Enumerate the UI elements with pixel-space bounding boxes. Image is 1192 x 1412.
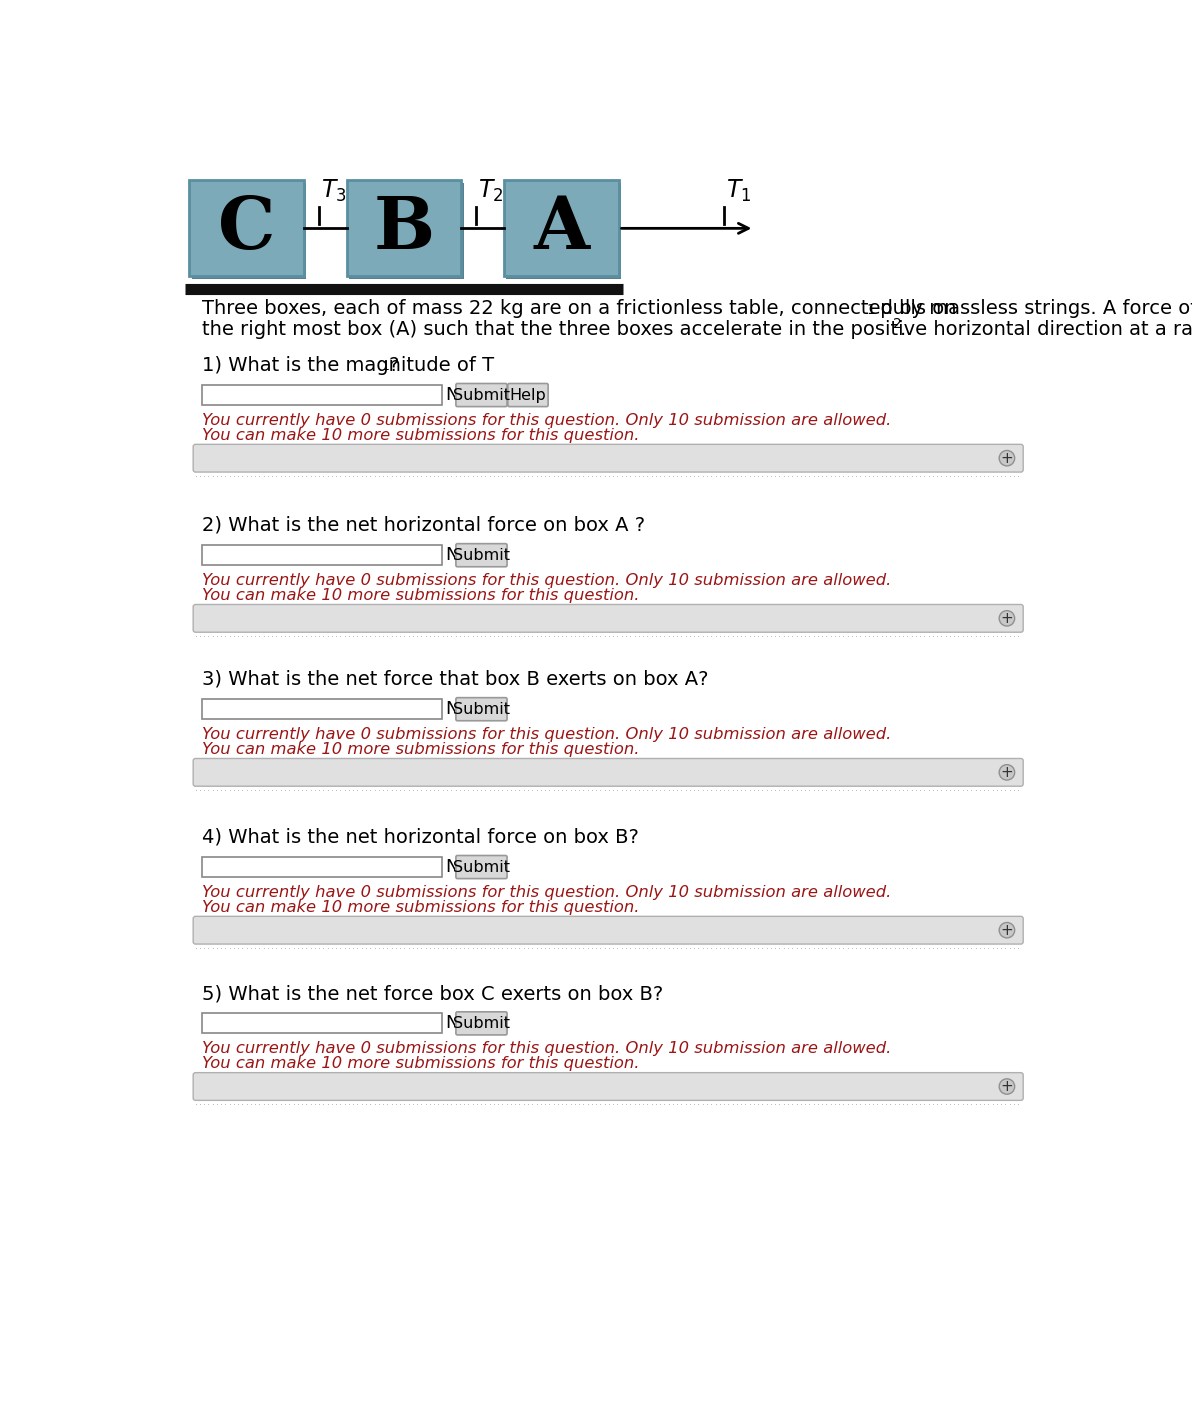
FancyBboxPatch shape (201, 545, 442, 565)
Text: Three boxes, each of mass 22 kg are on a frictionless table, connected by massle: Three boxes, each of mass 22 kg are on a… (201, 299, 1192, 318)
Text: You can make 10 more submissions for this question.: You can make 10 more submissions for thi… (201, 901, 639, 915)
Text: $T_2$: $T_2$ (478, 178, 503, 203)
Text: 2) What is the net horizontal force on box A ?: 2) What is the net horizontal force on b… (201, 515, 645, 535)
Text: B: B (373, 193, 435, 264)
Circle shape (999, 610, 1014, 626)
Text: 4) What is the net horizontal force on box B?: 4) What is the net horizontal force on b… (201, 827, 639, 847)
FancyBboxPatch shape (193, 758, 1023, 786)
Text: You can make 10 more submissions for this question.: You can make 10 more submissions for thi… (201, 428, 639, 443)
Text: Submit: Submit (453, 860, 510, 874)
Text: $T_1$: $T_1$ (726, 178, 751, 203)
FancyBboxPatch shape (347, 181, 461, 277)
FancyBboxPatch shape (201, 857, 442, 877)
FancyBboxPatch shape (349, 182, 464, 278)
Text: A: A (533, 193, 589, 264)
Text: N: N (445, 1014, 459, 1032)
Circle shape (999, 1079, 1014, 1094)
Text: You can make 10 more submissions for this question.: You can make 10 more submissions for thi… (201, 589, 639, 603)
Text: 1) What is the magnitude of T: 1) What is the magnitude of T (201, 356, 493, 374)
Text: Submit: Submit (453, 702, 510, 717)
Text: N: N (445, 858, 459, 875)
Text: $T_3$: $T_3$ (321, 178, 346, 203)
Text: +: + (1000, 765, 1013, 779)
FancyBboxPatch shape (201, 385, 442, 405)
Text: .: . (900, 321, 906, 339)
FancyBboxPatch shape (193, 916, 1023, 945)
FancyBboxPatch shape (190, 181, 304, 277)
FancyBboxPatch shape (193, 445, 1023, 472)
FancyBboxPatch shape (455, 544, 507, 566)
Text: 2: 2 (893, 316, 902, 330)
Text: 3) What is the net force that box B exerts on box A?: 3) What is the net force that box B exer… (201, 669, 708, 689)
FancyBboxPatch shape (201, 699, 442, 719)
Text: Submit: Submit (453, 387, 510, 402)
FancyBboxPatch shape (455, 384, 507, 407)
Text: You currently have 0 submissions for this question. Only 10 submission are allow: You currently have 0 submissions for thi… (201, 1041, 892, 1056)
Text: 1: 1 (381, 360, 390, 373)
FancyBboxPatch shape (455, 1012, 507, 1035)
Text: 1: 1 (867, 302, 876, 316)
Text: You currently have 0 submissions for this question. Only 10 submission are allow: You currently have 0 submissions for thi… (201, 885, 892, 899)
Text: You can make 10 more submissions for this question.: You can make 10 more submissions for thi… (201, 1056, 639, 1072)
Text: the right most box (A) such that the three boxes accelerate in the positive hori: the right most box (A) such that the thr… (201, 321, 1192, 339)
Text: You can make 10 more submissions for this question.: You can make 10 more submissions for thi… (201, 743, 639, 757)
Text: N: N (445, 385, 459, 404)
Text: Help: Help (510, 387, 546, 402)
FancyBboxPatch shape (504, 181, 619, 277)
FancyBboxPatch shape (192, 182, 306, 278)
Circle shape (999, 765, 1014, 779)
Text: pulls on: pulls on (874, 299, 956, 318)
Circle shape (999, 450, 1014, 466)
Text: You currently have 0 submissions for this question. Only 10 submission are allow: You currently have 0 submissions for thi… (201, 727, 892, 741)
Text: 5) What is the net force box C exerts on box B?: 5) What is the net force box C exerts on… (201, 984, 663, 1003)
Text: Submit: Submit (453, 548, 510, 563)
Text: ?: ? (389, 356, 399, 374)
FancyBboxPatch shape (507, 182, 621, 278)
Text: C: C (218, 193, 275, 264)
Text: +: + (1000, 1079, 1013, 1094)
FancyBboxPatch shape (193, 604, 1023, 633)
Text: Submit: Submit (453, 1015, 510, 1031)
Text: +: + (1000, 450, 1013, 466)
FancyBboxPatch shape (193, 1073, 1023, 1100)
FancyBboxPatch shape (455, 698, 507, 720)
Text: +: + (1000, 611, 1013, 626)
FancyBboxPatch shape (455, 856, 507, 878)
FancyBboxPatch shape (508, 384, 548, 407)
Text: N: N (445, 546, 459, 565)
FancyBboxPatch shape (201, 1014, 442, 1034)
Text: You currently have 0 submissions for this question. Only 10 submission are allow: You currently have 0 submissions for thi… (201, 412, 892, 428)
Circle shape (999, 922, 1014, 938)
Text: N: N (445, 700, 459, 719)
Text: +: + (1000, 922, 1013, 938)
Text: You currently have 0 submissions for this question. Only 10 submission are allow: You currently have 0 submissions for thi… (201, 573, 892, 587)
